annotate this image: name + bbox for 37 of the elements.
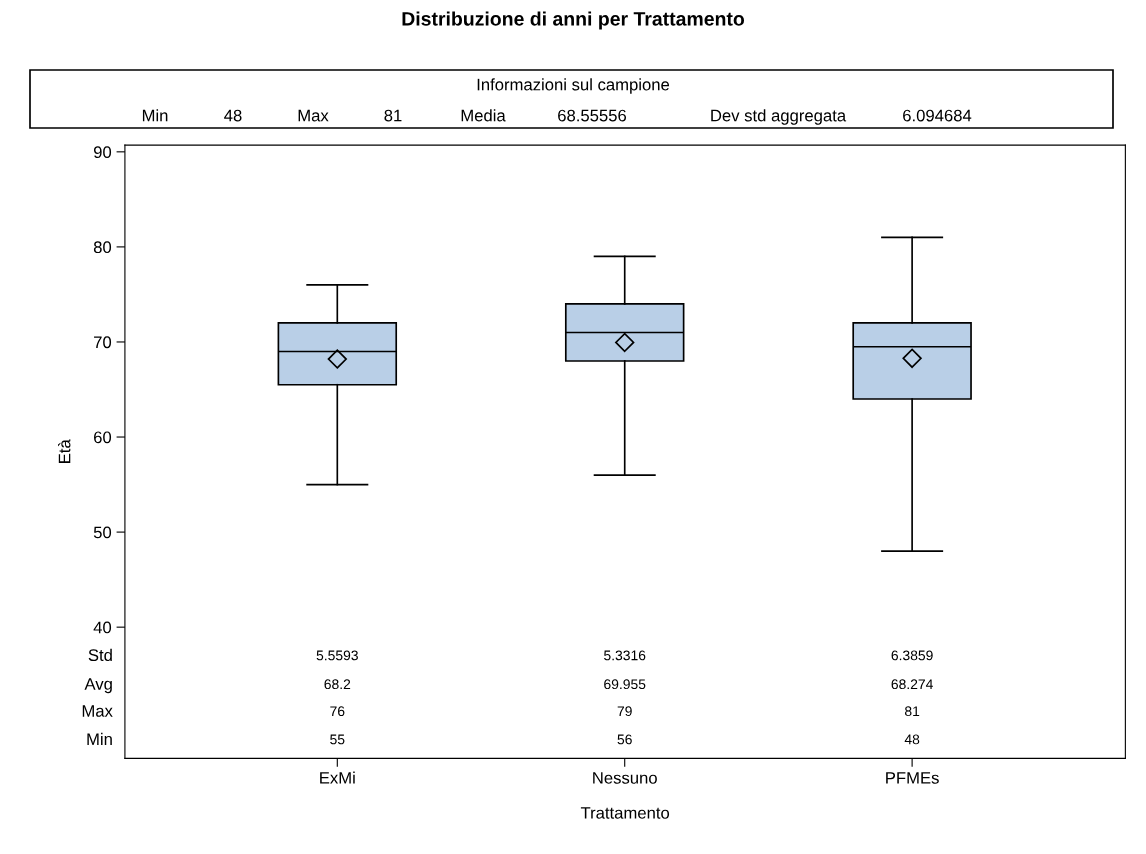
y-axis-title: Età — [58, 439, 71, 463]
annotation: 76 — [330, 706, 345, 717]
text: Min — [142, 109, 168, 122]
y-tick-label: 70 — [94, 336, 112, 349]
text: Avg — [84, 678, 112, 694]
annotation: 69.955 — [604, 679, 646, 690]
annotation: 48 — [904, 734, 920, 745]
annotation: 68.2 — [324, 679, 351, 690]
annotation: 5.3316 — [604, 650, 646, 661]
annotation: 79 — [617, 706, 632, 717]
annotation: 5.5593 — [316, 650, 358, 661]
text: Std — [88, 648, 112, 662]
y-tick-label: 40 — [93, 621, 112, 634]
annotation: 6.3859 — [891, 650, 933, 661]
text: 81 — [384, 109, 402, 122]
chart-subtitle: Informazioni sul campione — [477, 78, 670, 94]
text: Max — [298, 109, 329, 122]
text: 68.55556 — [558, 109, 627, 122]
annotation: 81 — [905, 706, 920, 717]
x-tick-label: Nessuno — [593, 772, 657, 784]
x-tick-label: ExMi — [320, 771, 355, 784]
annotation: 68.274 — [891, 679, 933, 690]
text: Media — [461, 109, 506, 122]
x-tick-label: PFMEs — [886, 772, 939, 784]
y-tick-label: 80 — [93, 241, 112, 254]
y-tick-label: 50 — [93, 526, 112, 539]
annotation: 55 — [330, 734, 345, 745]
y-tick-label: 90 — [93, 146, 112, 159]
text: 48 — [224, 109, 242, 122]
text: 6.094684 — [903, 109, 972, 122]
x-axis-title: Trattamento — [580, 807, 670, 819]
text: Dev std aggregata — [711, 109, 847, 125]
y-tick-label: 60 — [94, 431, 112, 444]
annotation: 56 — [617, 734, 632, 745]
text: Min — [87, 732, 112, 745]
text: Max — [82, 705, 113, 717]
chart-title: Distribuzione di anni per Trattamento — [402, 11, 745, 30]
